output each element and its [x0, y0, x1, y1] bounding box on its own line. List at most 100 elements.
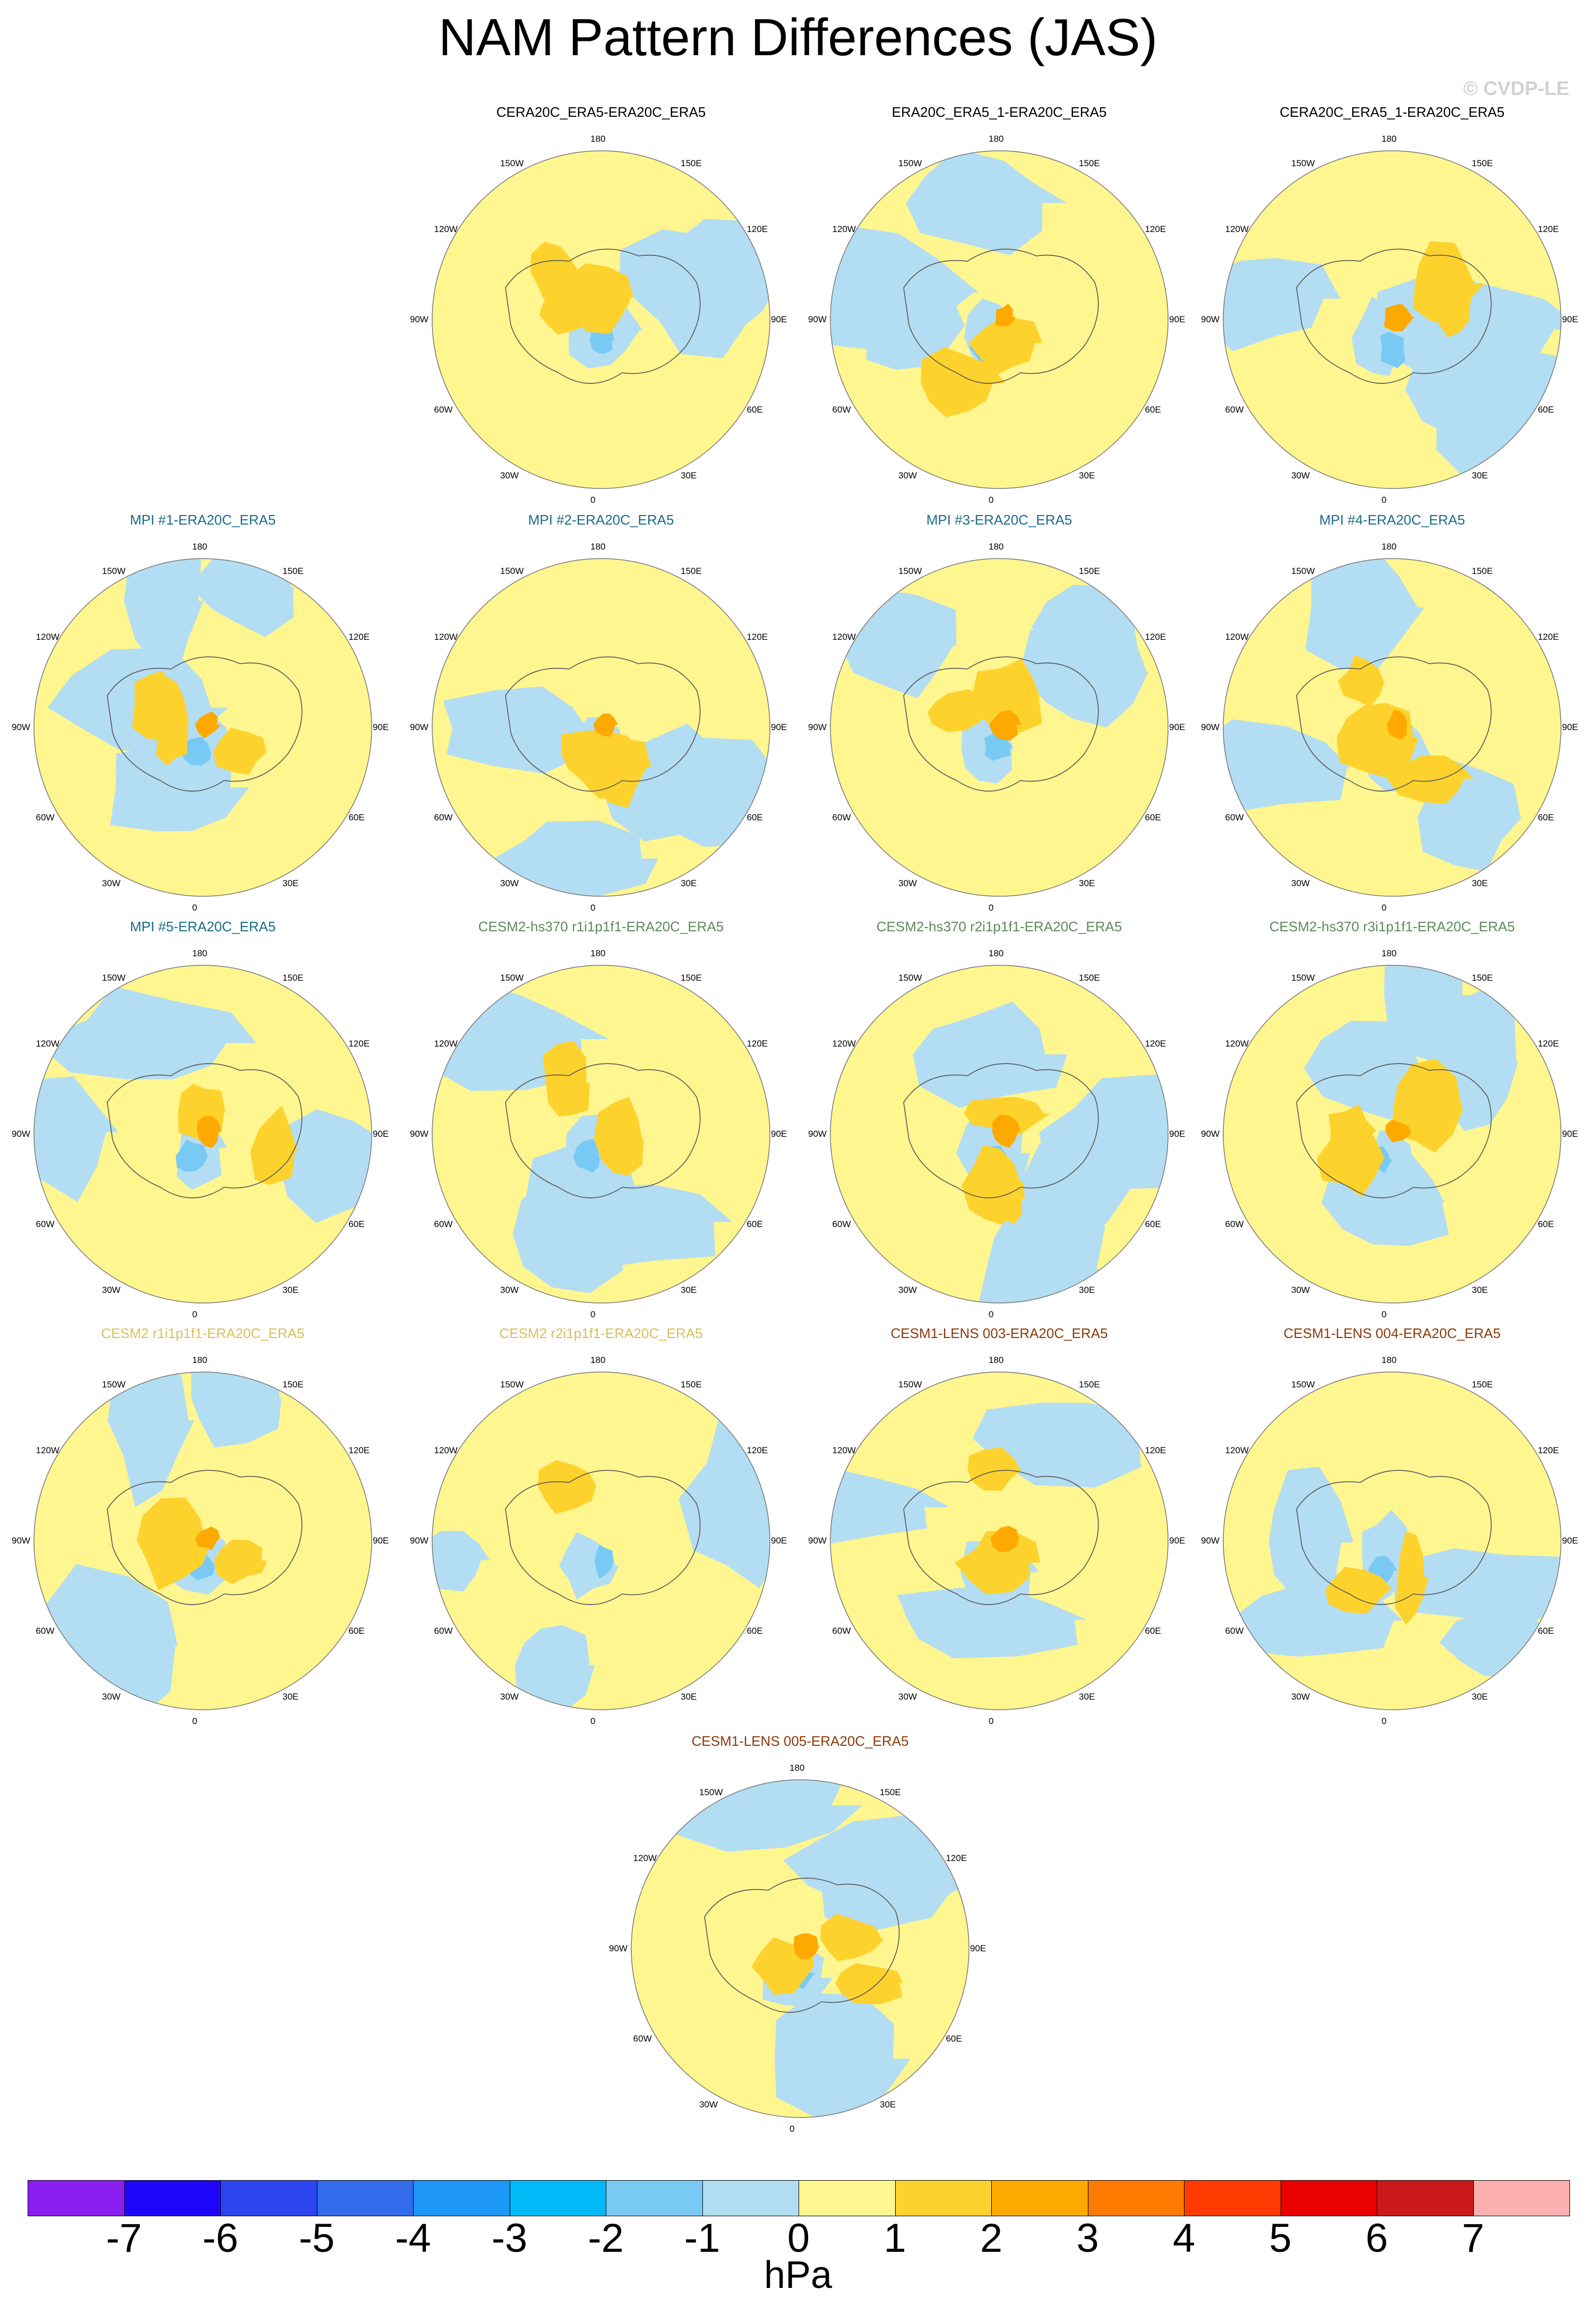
longitude-label: 150W	[500, 972, 524, 983]
map-boundary	[1223, 1371, 1561, 1710]
longitude-label: 150E	[681, 565, 702, 576]
coastline	[903, 1063, 1099, 1198]
map-boundary	[631, 1779, 969, 2118]
positive-anomaly-region	[539, 296, 600, 335]
colorbar-swatch	[1377, 2180, 1474, 2216]
longitude-label: 150W	[500, 565, 524, 576]
longitude-label: 120W	[434, 632, 458, 642]
panel-title: CESM1-LENS 003-ERA20C_ERA5	[890, 1325, 1108, 1341]
map-panel: CESM2-hs370 r1i1p1f1-ERA20C_ERA5 180 150E 1…	[410, 919, 792, 1319]
colorbar-tick-label: 7	[1462, 2216, 1485, 2261]
positive-anomaly-region	[214, 1539, 268, 1584]
map-panel: CESM2-hs370 r3i1p1f1-ERA20C_ERA5 180 150E 1…	[1201, 919, 1583, 1319]
polar-map	[33, 558, 372, 897]
negative-anomaly-core	[984, 734, 1013, 761]
panel-title: MPI #3-ERA20C_ERA5	[926, 512, 1072, 528]
longitude-label: 150E	[1079, 158, 1100, 168]
longitude-label: 60W	[36, 1626, 55, 1636]
longitude-label: 150W	[898, 158, 922, 168]
longitude-label: 180	[590, 1355, 606, 1365]
colorbar-swatch	[1280, 2180, 1377, 2216]
colorbar-swatch	[220, 2180, 318, 2216]
longitude-label: 0	[1382, 903, 1387, 913]
panel-title: MPI #1-ERA20C_ERA5	[130, 512, 276, 528]
coastline	[903, 656, 1099, 792]
colorbar-swatch	[991, 2180, 1088, 2216]
positive-anomaly-region	[1337, 655, 1385, 707]
longitude-label: 120E	[1145, 632, 1166, 642]
longitude-label: 0	[989, 495, 994, 505]
negative-anomaly-core	[1380, 331, 1405, 368]
coastline	[1296, 1063, 1492, 1198]
longitude-label: 30W	[1291, 470, 1310, 481]
positive-anomaly-region	[1395, 1531, 1429, 1625]
negative-anomaly-region	[897, 1588, 1087, 1659]
longitude-label: 150E	[1079, 565, 1100, 576]
longitude-label: 30E	[1472, 1692, 1488, 1702]
colorbar-tick-label: 5	[1269, 2216, 1292, 2261]
longitude-label: 90W	[410, 314, 428, 324]
longitude-label: 60W	[1225, 1626, 1244, 1636]
map-boundary	[432, 558, 770, 897]
colorbar-tick-label: 6	[1365, 2216, 1388, 2261]
longitude-label: 60E	[1538, 812, 1554, 822]
longitude-label: 180	[989, 134, 1004, 144]
longitude-label: 120W	[1225, 1039, 1249, 1049]
longitude-label: 60E	[746, 812, 763, 822]
positive-anomaly-region	[250, 1105, 298, 1185]
longitude-label: 90W	[12, 1129, 30, 1139]
colorbar-units: hPa	[763, 2254, 833, 2296]
longitude-label: 150W	[1291, 1379, 1315, 1390]
longitude-label: 60W	[1225, 405, 1244, 415]
longitude-label: 0	[590, 1716, 596, 1726]
positive-anomaly-core	[995, 303, 1016, 327]
longitude-label: 150W	[1291, 565, 1315, 576]
longitude-label: 180	[192, 542, 208, 552]
longitude-label: 0	[989, 1309, 994, 1319]
longitude-label: 120W	[1225, 224, 1249, 234]
longitude-label: 90E	[771, 314, 787, 324]
colorbar-tick-label: -2	[588, 2216, 624, 2261]
longitude-label: 90W	[1201, 1129, 1220, 1139]
panel-title: CESM2 r1i1p1f1-ERA20C_ERA5	[101, 1325, 305, 1341]
polar-map	[1223, 965, 1561, 1304]
longitude-label: 120W	[36, 632, 59, 642]
longitude-label: 30W	[1291, 1285, 1310, 1296]
longitude-label: 60E	[1145, 405, 1161, 415]
longitude-label: 180	[989, 948, 1004, 958]
positive-anomaly-region	[1328, 1104, 1377, 1159]
longitude-label: 120W	[434, 224, 458, 234]
longitude-label: 60E	[1538, 405, 1554, 415]
negative-anomaly-region	[514, 1625, 595, 1710]
longitude-label: 30E	[1472, 470, 1488, 481]
panel-title: CERA20C_ERA5-ERA20C_ERA5	[496, 104, 706, 120]
longitude-label: 90E	[1562, 314, 1578, 324]
longitude-label: 0	[989, 903, 994, 913]
negative-anomaly-region	[1384, 965, 1477, 1064]
negative-anomaly-region	[665, 738, 770, 847]
coastline	[903, 1470, 1099, 1605]
longitude-label: 120E	[348, 1445, 370, 1455]
longitude-label: 150W	[699, 1787, 723, 1797]
longitude-label: 150E	[1472, 158, 1493, 168]
longitude-label: 150E	[681, 972, 702, 983]
coastline	[1296, 1470, 1492, 1605]
longitude-label: 60E	[1145, 1219, 1161, 1229]
polar-map	[432, 965, 770, 1304]
longitude-label: 60E	[1538, 1626, 1554, 1636]
negative-anomaly-core	[181, 736, 212, 766]
longitude-label: 60W	[832, 405, 851, 415]
longitude-label: 90E	[1562, 722, 1578, 732]
longitude-label: 0	[192, 1716, 198, 1726]
longitude-label: 180	[192, 948, 208, 958]
longitude-label: 150E	[1079, 972, 1100, 983]
polar-map	[1223, 150, 1561, 489]
longitude-label: 150W	[1291, 972, 1315, 983]
panel-title: CESM2-hs370 r1i1p1f1-ERA20C_ERA5	[478, 919, 724, 934]
coastline	[107, 1063, 303, 1198]
positive-anomaly-core	[1384, 304, 1414, 331]
longitude-label: 180	[1382, 134, 1397, 144]
map-boundary	[33, 965, 372, 1304]
map-panel: CESM1-LENS 004-ERA20C_ERA5 180 150E 120E 90E…	[1201, 1325, 1583, 1726]
longitude-label: 90E	[1562, 1536, 1578, 1546]
